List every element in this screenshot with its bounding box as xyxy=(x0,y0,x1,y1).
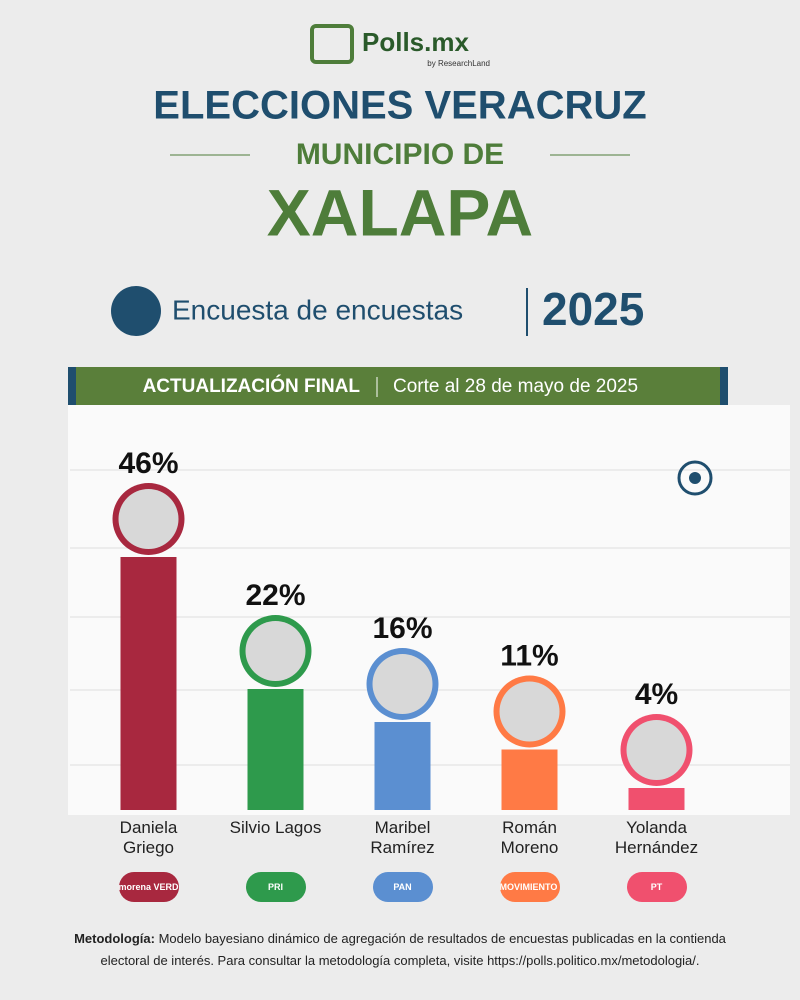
survey: Encuesta de encuestas xyxy=(172,294,463,325)
avatar-photo xyxy=(372,654,433,714)
banner-edge xyxy=(68,367,76,405)
bar xyxy=(247,689,304,810)
map-pin xyxy=(689,472,701,484)
party-logo: PT xyxy=(626,872,687,902)
x-tick-label: Silvio Lagos xyxy=(229,818,322,837)
footer-label: Metodología: xyxy=(74,931,155,946)
value-label: 16% xyxy=(372,612,432,645)
party-logo: morena VERDE xyxy=(118,872,179,902)
value-label: 22% xyxy=(245,579,305,612)
banner-edge xyxy=(720,367,728,405)
x-tick-label: Yolanda Hernández xyxy=(614,818,699,857)
banner xyxy=(68,367,728,405)
survey-icon xyxy=(111,286,161,336)
value-label: 11% xyxy=(500,639,558,672)
brand: Polls.mx xyxy=(362,27,469,57)
party-logo: MOVIMIENTO CIUDADANO xyxy=(499,872,560,902)
party-logo: PAN xyxy=(372,872,433,902)
avatar-photo xyxy=(626,720,687,780)
party-logo: PRI xyxy=(245,872,306,902)
footer: Metodología: Modelo bayesiano dinámico d… xyxy=(60,928,740,972)
logo-icon xyxy=(310,24,354,64)
banner-bold: ACTUALIZACIÓN FINAL xyxy=(143,375,361,397)
value-label: 46% xyxy=(118,447,178,480)
title: ELECCIONES VERACRUZ xyxy=(153,84,646,128)
x-tick-label: Daniela Griego xyxy=(119,818,178,857)
avatar-photo xyxy=(499,681,560,742)
banner-text: Corte al 28 de mayo de 2025 xyxy=(393,376,638,397)
bar xyxy=(120,557,177,810)
map-pin xyxy=(677,460,713,496)
x-tick-label: Román Moreno xyxy=(500,818,559,857)
year: 2025 xyxy=(542,283,644,335)
bar xyxy=(501,749,558,810)
x-tick-label: Maribel Ramírez xyxy=(370,818,435,857)
avatar-photo xyxy=(245,621,306,681)
city: XALAPA xyxy=(267,175,533,249)
value-label: 4% xyxy=(635,678,678,711)
footer-text: Modelo bayesiano dinámico de agregación … xyxy=(100,931,726,968)
avatar-photo xyxy=(118,489,179,549)
bar xyxy=(374,722,431,810)
bar xyxy=(628,788,685,810)
subtitle: MUNICIPIO DE xyxy=(296,138,504,171)
brand-sub: by ResearchLand xyxy=(427,59,490,68)
